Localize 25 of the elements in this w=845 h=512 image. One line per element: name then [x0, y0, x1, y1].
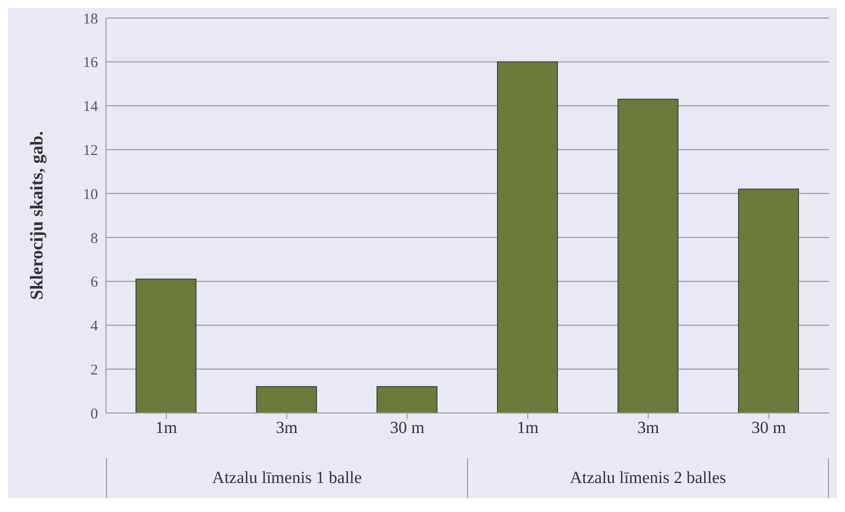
bar [497, 61, 558, 413]
y-tick-label: 14 [83, 99, 98, 116]
bar [738, 188, 799, 413]
text: Atzalu līmenis 1 balle [106, 458, 467, 498]
x-tick-label: 3m [637, 418, 660, 438]
x-tick-label: 30 m [390, 418, 424, 438]
y-tick-label: 2 [90, 362, 98, 378]
bar [136, 278, 196, 413]
y-tick-label: 12 [83, 142, 98, 159]
x-tick-label: 30 m [752, 418, 786, 438]
y-axis-title: Sklerociju skaits, gab. [26, 131, 46, 300]
bar [618, 98, 678, 413]
y-tick-label: 16 [83, 55, 98, 72]
x-tick-label: 1m [516, 418, 539, 438]
y-tick-label: 0 [90, 406, 98, 422]
text: Atzalu līmenis 2 balles [467, 458, 829, 498]
bar [376, 386, 438, 413]
x-tick-label: 3m [276, 418, 298, 438]
y-tick-label: 4 [90, 318, 98, 335]
bar [256, 386, 317, 413]
y-tick-label: 18 [83, 11, 98, 28]
y-tick-label: 8 [90, 230, 98, 247]
x-tick-label: 1m [155, 418, 178, 438]
y-tick-label: 10 [83, 186, 98, 203]
y-tick-label: 6 [90, 274, 98, 291]
